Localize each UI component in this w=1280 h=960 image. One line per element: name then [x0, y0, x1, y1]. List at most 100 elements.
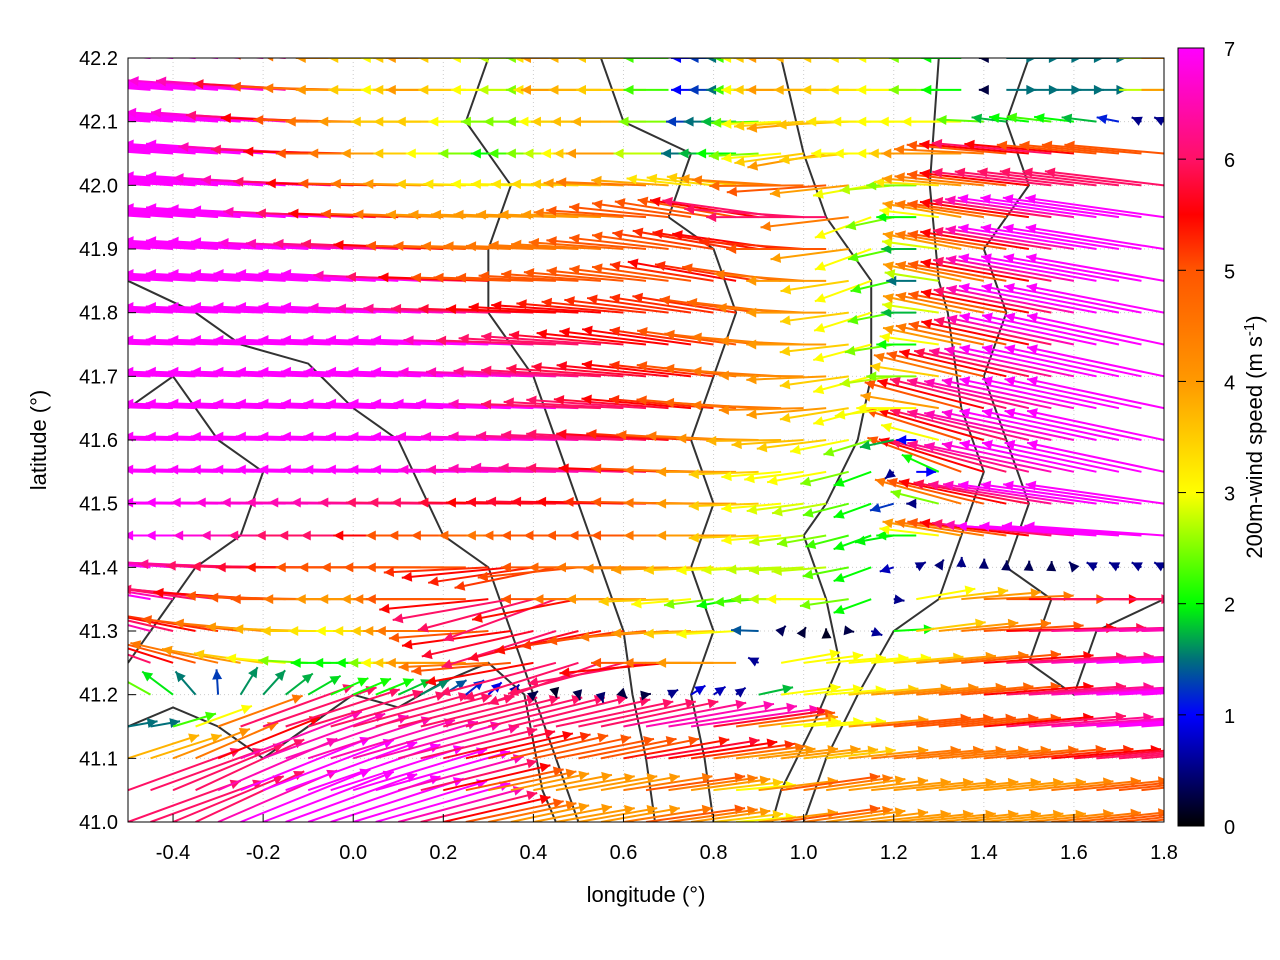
wind-arrow [708, 150, 759, 161]
arrow-head [185, 591, 196, 602]
arrow-head [828, 58, 839, 63]
arrow-shaft [352, 748, 488, 792]
arrow-head [481, 399, 492, 410]
wind-arrow [190, 269, 331, 282]
wind-arrow [581, 360, 692, 378]
arrow-head [1003, 223, 1014, 234]
arrow-head [56, 302, 66, 312]
arrow-head [348, 431, 359, 442]
wind-arrow [643, 564, 714, 575]
arrow-shaft [128, 616, 196, 632]
arrow-head [245, 562, 256, 573]
wind-arrow [643, 628, 714, 639]
wind-arrow [839, 375, 894, 388]
arrow-head [526, 758, 538, 769]
arrow-shaft [933, 259, 1052, 282]
arrow-head [185, 110, 197, 121]
arrow-head [1044, 167, 1056, 178]
wind-arrow [600, 804, 680, 822]
arrow-shaft [401, 566, 511, 579]
arrow-head [1271, 712, 1280, 722]
wind-arrow [1118, 722, 1164, 728]
wind-arrow [128, 718, 158, 728]
wind-arrow [873, 352, 962, 378]
wind-arrow [706, 58, 737, 63]
arrow-shaft [1096, 658, 1164, 664]
arrow-head [877, 378, 889, 389]
wind-arrow [746, 307, 827, 318]
arrow-shaft [398, 661, 489, 669]
arrow-head [890, 489, 902, 499]
arrow-head [646, 431, 657, 442]
wind-arrow [128, 152, 129, 154]
wind-arrow [581, 325, 692, 346]
wind-arrow [475, 430, 601, 441]
arrow-head [1064, 140, 1075, 151]
wind-arrow [553, 394, 669, 410]
arrow-head [978, 84, 989, 95]
arrow-shaft [871, 812, 951, 822]
wind-arrow [128, 647, 174, 664]
arrow-head [56, 367, 66, 377]
arrow-head [170, 497, 181, 508]
wind-arrow [375, 678, 415, 696]
arrow-head [928, 480, 939, 491]
wind-arrow [411, 661, 511, 676]
wind-arrow [609, 326, 714, 346]
arrow-head [552, 798, 564, 809]
wind-arrow [881, 174, 962, 187]
arrow-head [756, 442, 768, 453]
wind-arrow [401, 630, 512, 650]
y-tick-label: 41.5 [79, 494, 118, 516]
arrow-shaft [1024, 524, 1164, 537]
wind-arrow [511, 239, 602, 250]
arrow-head [718, 370, 729, 381]
wind-arrow [916, 585, 976, 601]
wind-arrow [735, 709, 836, 728]
wind-arrow [907, 229, 1007, 250]
arrow-shaft [1064, 143, 1164, 155]
arrow-shaft [559, 330, 669, 346]
arrow-head [958, 223, 969, 234]
arrow-shaft [931, 142, 1052, 155]
arrow-head [882, 518, 894, 529]
arrow-head [511, 239, 522, 250]
arrow-head [814, 229, 826, 239]
arrow-head [833, 477, 845, 487]
wind-arrow [636, 327, 737, 346]
wind-arrow [443, 794, 551, 822]
arrow-head [611, 564, 622, 575]
arrow-head [1093, 58, 1104, 63]
arrow-shaft [956, 524, 1097, 537]
arrow-head [646, 173, 658, 184]
wind-arrow [645, 736, 760, 760]
arrow-shaft [128, 181, 174, 187]
wind-arrow [957, 480, 1097, 505]
arrow-head [806, 116, 817, 127]
arrow-head [699, 237, 710, 248]
arrow-head [958, 480, 969, 491]
wind-arrow [150, 733, 222, 760]
wind-arrow [894, 199, 984, 219]
arrow-head [78, 76, 88, 86]
arrow-head [128, 269, 134, 280]
arrow-head [676, 628, 687, 639]
arrow-head [1003, 253, 1015, 264]
arrow-head [714, 686, 726, 697]
arrow-shaft [941, 410, 1075, 441]
wind-arrow [328, 58, 399, 63]
wind-arrow [428, 566, 534, 587]
wind-arrow [733, 58, 804, 63]
wind-arrow [128, 590, 174, 601]
wind-arrow [1108, 561, 1121, 572]
wind-arrow [128, 88, 129, 90]
arrow-head [878, 116, 889, 127]
y-tick-label: 41.2 [79, 685, 118, 707]
arrow-shaft [1073, 719, 1164, 728]
arrow-head [363, 178, 374, 189]
arrow-head [392, 613, 404, 624]
wind-arrow [718, 404, 804, 415]
arrow-shaft [1006, 655, 1127, 664]
wind-arrow [623, 772, 713, 792]
arrow-shaft [1004, 314, 1142, 346]
